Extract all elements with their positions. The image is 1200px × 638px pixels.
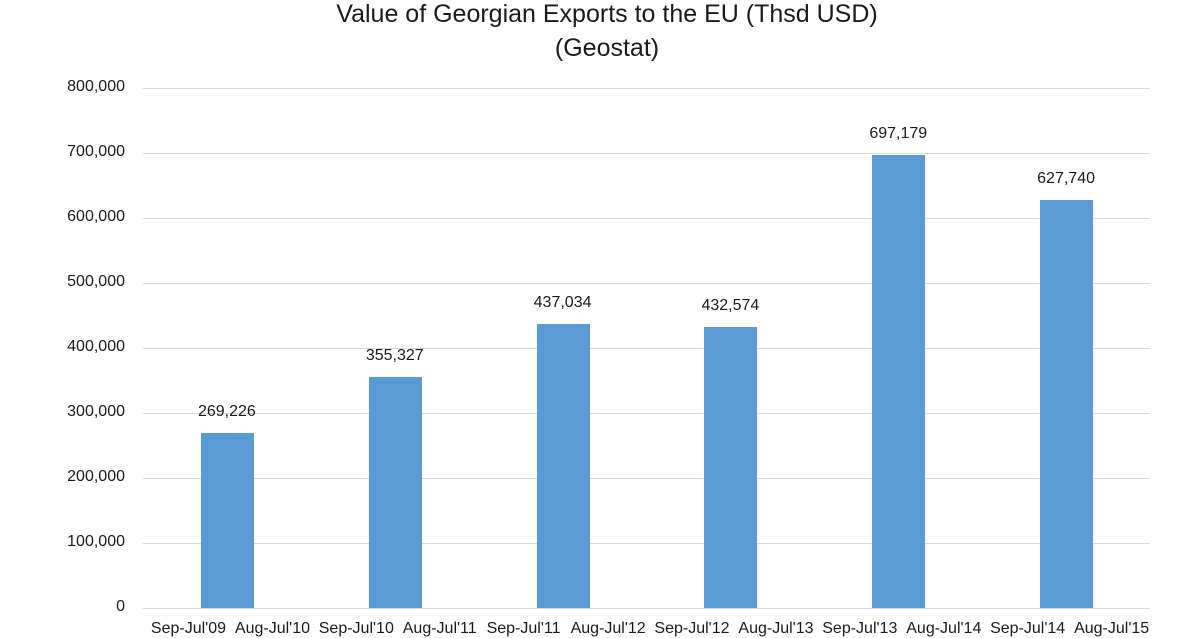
x-tick-label: Aug-Jul'10 (234, 620, 311, 637)
plot-area: 269,226 355,327 437,034 432,574 697,179 627,7… (143, 88, 1150, 609)
data-label: 627,740 (1037, 169, 1095, 187)
bar (704, 326, 758, 608)
x-tick-label: Aug-Jul'12 (570, 620, 646, 637)
x-tick-label: Aug-Jul'13 (738, 620, 814, 637)
x-tick-label: Sep-Jul'13 (822, 620, 898, 637)
data-label: 269,226 (197, 403, 256, 420)
gridline (143, 153, 1150, 154)
y-tick-label: 300,000 (67, 403, 125, 420)
data-label: 355,327 (365, 347, 424, 365)
y-tick-label: 600,000 (67, 208, 125, 225)
y-tick-label: 800,000 (67, 78, 125, 95)
gridline (143, 88, 1150, 89)
x-tick-label: Sep-Jul'10 (318, 620, 394, 637)
y-tick-label: 100,000 (67, 533, 125, 550)
y-tick-label: 700,000 (67, 143, 125, 160)
x-tick-label: Aug-Jul'14 (906, 620, 982, 637)
x-tick-label: Sep-Jul'14 (990, 620, 1066, 637)
gridline (143, 478, 1150, 479)
data-label: 437,034 (533, 293, 592, 311)
x-tick-label: Sep-Jul'12 (654, 620, 730, 637)
gridline (143, 348, 1150, 349)
bar (872, 154, 926, 608)
bar (1040, 199, 1094, 608)
gridline (143, 218, 1150, 219)
gridline (143, 543, 1150, 544)
x-tick-label: Sep-Jul'09 (150, 620, 227, 637)
bar (536, 323, 590, 608)
y-tick-label: 0 (116, 598, 125, 615)
bar (200, 433, 254, 608)
gridline (143, 413, 1150, 414)
y-tick-label: 200,000 (67, 468, 125, 485)
gridline (143, 608, 1150, 609)
x-tick-label: Aug-Jul'15 (1074, 620, 1150, 637)
bar (368, 377, 422, 608)
chart-subtitle: (Geostat) (554, 34, 660, 62)
x-tick-label: Aug-Jul'11 (402, 620, 477, 637)
y-tick-label: 400,000 (67, 338, 125, 355)
data-label: 697,179 (869, 124, 928, 142)
data-label: 432,574 (701, 296, 760, 314)
x-tick-label: Sep-Jul'11 (486, 620, 561, 637)
gridline (143, 283, 1150, 284)
chart-title: Value of Georgian Exports to the EU (Ths… (336, 0, 878, 28)
y-tick-label: 500,000 (67, 273, 125, 290)
